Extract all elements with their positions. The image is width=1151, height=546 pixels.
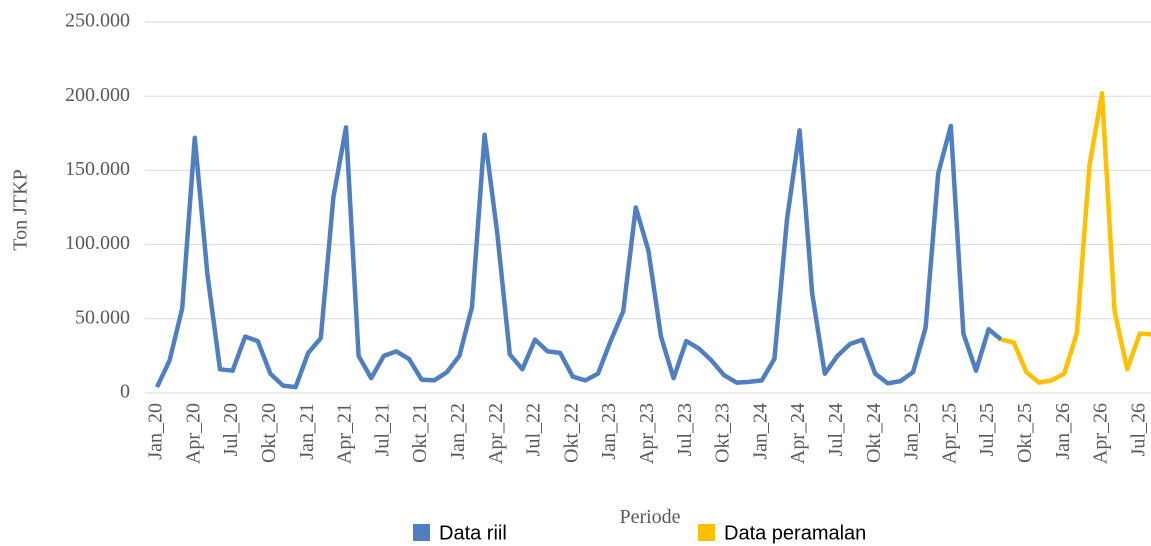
x-tick-label: Jan_25 [901,403,923,460]
x-tick-label: Jan_20 [145,403,167,460]
y-tick-label: 50.000 [75,306,130,328]
x-tick-label: Apr_25 [938,403,960,464]
x-tick-label: Jan_26 [1052,403,1074,460]
x-tick-label: Apr_26 [1090,403,1112,464]
x-tick-label: Jan_22 [447,403,469,460]
y-tick-label: 150.000 [65,158,130,180]
x-tick-label: Apr_24 [787,403,809,464]
x-tick-label: Apr_20 [182,403,204,464]
legend-label: Data riil [439,522,507,544]
legend-label: Data peramalan [724,522,866,544]
x-tick-label: Okt_24 [863,403,885,463]
legend-swatch [413,524,430,541]
y-tick-label: 250.000 [65,10,130,32]
x-tick-label: Jul_23 [674,403,696,456]
x-tick-label: Okt_22 [560,403,582,463]
x-tick-label: Apr_22 [485,403,507,464]
line-series [154,123,1003,390]
y-tick-label: 200.000 [65,84,130,106]
legend-swatch [698,524,715,541]
x-tick-label: Okt_25 [1014,403,1036,463]
x-tick-label: Jan_21 [296,403,318,460]
x-tick-label: Jul_24 [825,403,847,456]
x-tick-label: Jul_21 [371,403,393,456]
x-tick-label: Apr_21 [334,403,356,464]
x-tick-label: Apr_23 [636,403,658,464]
y-tick-label: 0 [120,381,130,403]
y-axis-title: Ton JTKP [10,169,32,250]
x-tick-label: Okt_23 [712,403,734,463]
x-axis-title: Periode [619,506,680,528]
x-tick-label: Okt_21 [409,403,431,463]
y-tick-label: 100.000 [65,232,130,254]
line-series [1000,90,1151,385]
x-tick-label: Jan_23 [598,403,620,460]
x-tick-label: Jul_20 [220,403,242,456]
x-tick-label: Jul_25 [976,403,998,456]
x-tick-label: Okt_20 [258,403,280,463]
x-tick-label: Jan_24 [749,403,771,460]
x-tick-label: Jul_22 [523,403,545,456]
x-tick-label: Jul_26 [1127,403,1149,456]
